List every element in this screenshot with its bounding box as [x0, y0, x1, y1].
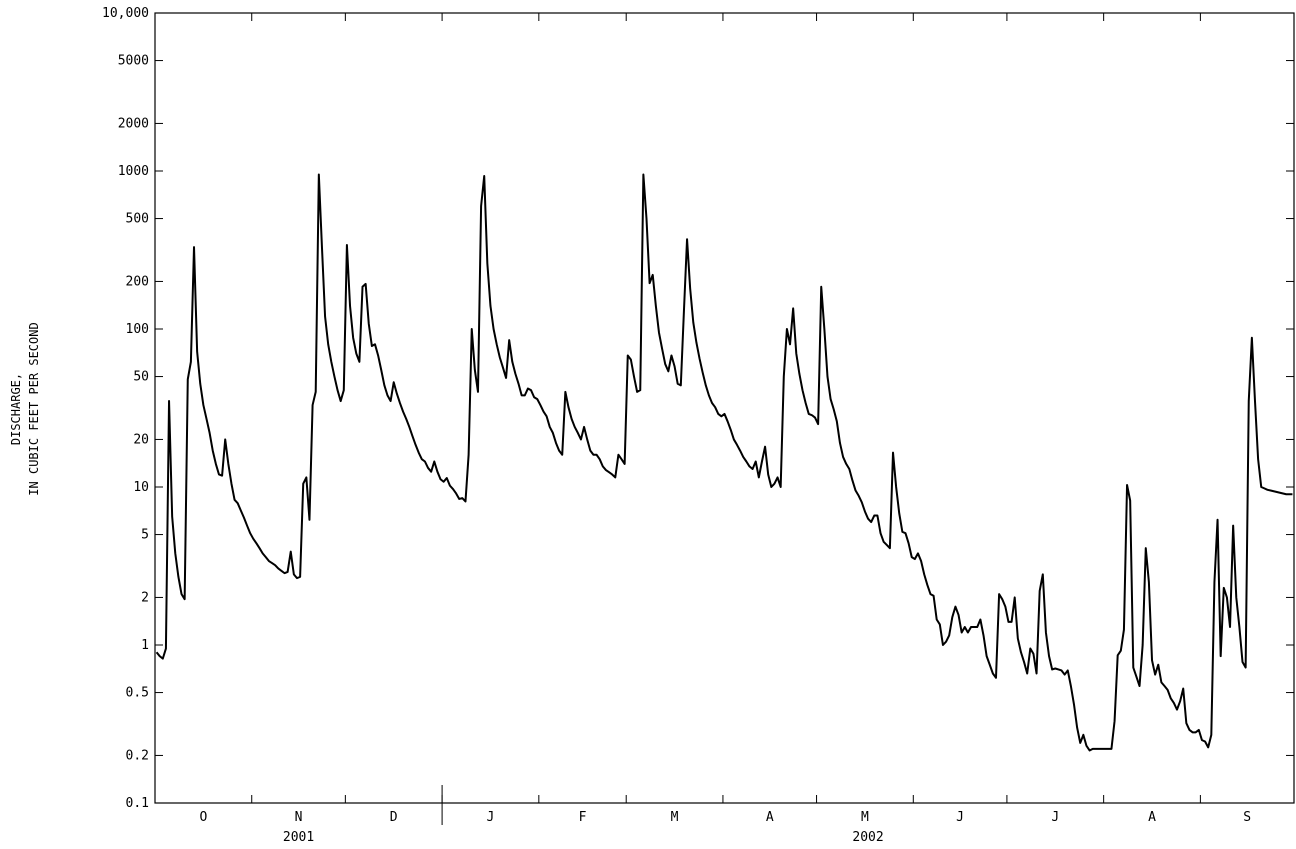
y-tick-label: 2000 [118, 116, 149, 131]
month-label: N [295, 810, 303, 825]
month-label: A [1148, 810, 1156, 825]
y-tick-label: 0.5 [126, 686, 149, 701]
y-tick-label: 200 [126, 274, 149, 289]
year-label: 2001 [283, 830, 314, 845]
y-axis-title-line1: DISCHARGE, [9, 373, 23, 445]
y-tick-label: 20 [133, 432, 149, 447]
y-tick-label: 0.1 [126, 796, 149, 811]
axis-ticks [155, 12, 1294, 825]
y-tick-label: 50 [133, 370, 149, 385]
y-axis-title: DISCHARGE, IN CUBIC FEET PER SECOND [9, 322, 41, 495]
y-tick-label: 5 [141, 528, 149, 543]
month-label: S [1243, 810, 1251, 825]
month-label: M [861, 810, 869, 825]
y-tick-label: 1 [141, 638, 149, 653]
month-label: D [390, 810, 398, 825]
month-label: J [956, 810, 964, 825]
month-label: M [671, 810, 679, 825]
axis-labels: 10,000 5000 2000 1000 500 200 100 50 20 10 5 2 1 0.5 0… [102, 6, 1251, 845]
y-tick-label: 0.2 [126, 748, 149, 763]
y-tick-label: 1000 [118, 164, 149, 179]
y-tick-label: 10 [133, 480, 149, 495]
month-label: A [766, 810, 774, 825]
month-label: F [579, 810, 587, 825]
plot-frame [154, 12, 1295, 804]
y-tick-label: 10,000 [102, 6, 149, 21]
year-label: 2002 [852, 830, 883, 845]
month-label: J [487, 810, 495, 825]
y-tick-label: 100 [126, 322, 149, 337]
month-label: O [199, 810, 207, 825]
y-tick-label: 500 [126, 212, 149, 227]
discharge-series-line [155, 173, 1293, 752]
y-tick-label: 5000 [118, 54, 149, 69]
y-tick-label: 2 [141, 590, 149, 605]
month-label: J [1051, 810, 1059, 825]
y-axis-title-line2: IN CUBIC FEET PER SECOND [27, 322, 41, 495]
